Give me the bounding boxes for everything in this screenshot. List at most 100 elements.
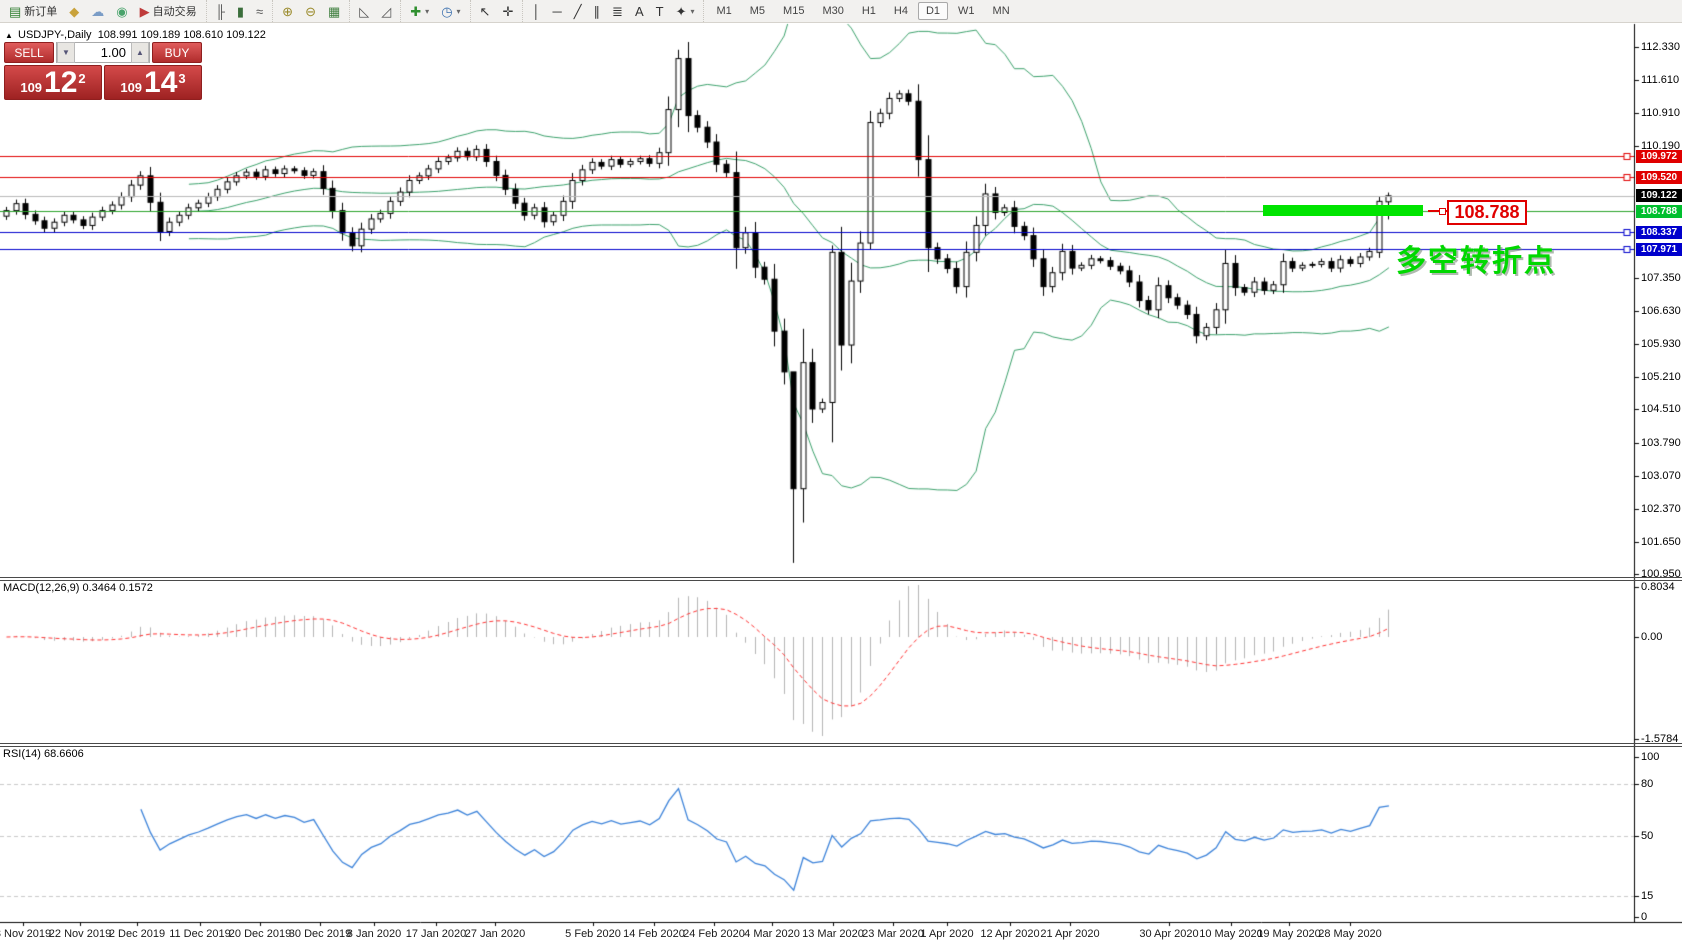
sell-button[interactable]: SELL [4,42,54,63]
price-axis-tick: 101.650 [1641,536,1681,549]
volume-decrease-button[interactable]: ▼ [57,42,75,63]
ohlc-bars-icon: ╟ [215,3,225,19]
add-indicator-button[interactable]: ✚ ▾ [405,3,434,20]
horizontal-line-icon: ─ [552,3,562,19]
channel-button[interactable]: ∥ [589,3,606,20]
chart-profile-icon[interactable]: ◆ [64,3,84,20]
date-axis-label: 20 Dec 2019 [228,928,292,940]
vertical-line-button[interactable]: │ [527,3,545,20]
date-axis-label: 30 Dec 2019 [288,928,352,940]
cursor-button[interactable]: ↖ [475,3,496,20]
timeframe-m1-button[interactable]: M1 [716,5,732,17]
main-toolbar: ▤ 新订单 ◆ ☁ ◉ ▶ 自动交易 ╟ ▮ ≈ ⊕ ⊖ ▦ ◺ ◿ ✚ ▾ ◷ ▾ ↖ ✛ │ ─ ╱ ∥ ≣ A T ✦ ▾ M1 M5 M… [0,0,1682,23]
fibonacci-button[interactable]: ≣ [607,3,628,20]
price-level-badge: 108.788 [1636,204,1682,218]
pane-separator[interactable] [0,577,1682,578]
date-axis-label: 23 Mar 2020 [862,928,924,940]
auto-trading-button[interactable]: ▶ 自动交易 [135,1,202,21]
price-level-badge: 109.520 [1636,170,1682,184]
auto-trading-icon: ▶ [139,3,150,19]
timeframe-m30-button[interactable]: M30 [822,5,844,17]
arrows-button-dropdown-icon[interactable]: ▾ [690,6,695,16]
chart-title: USDJPY-,Daily 108.991 109.189 108.610 10… [18,29,266,41]
rsi-axis-tick: 50 [1641,830,1654,842]
date-axis-label: 8 Jan 2020 [346,928,402,940]
date-axis-label: 10 May 2020 [1199,928,1263,940]
price-axis-tick: 102.370 [1641,502,1681,515]
date-axis-label: 14 Feb 2020 [623,928,685,940]
trendline-icon: ╱ [573,3,582,19]
highlight-rectangle-object[interactable] [1263,205,1423,216]
rsi-axis-tick: 80 [1641,778,1654,790]
new-order-button[interactable]: ▤ 新订单 [4,1,62,21]
signals-icon[interactable]: ◉ [111,3,132,20]
period-presets-button[interactable]: ◷ ▾ [436,3,465,20]
pane-separator[interactable] [0,746,1682,747]
buy-button[interactable]: BUY [152,42,202,63]
arrows-icon: ✦ [675,3,687,19]
indicator-window2-button[interactable]: ◿ [376,3,396,20]
zoom-out-button[interactable]: ⊖ [300,3,321,20]
timeframe-m15-button[interactable]: M15 [783,5,805,17]
add-indicator-button-dropdown-icon[interactable]: ▾ [425,6,430,16]
date-axis-label: 17 Jan 2020 [405,928,467,940]
cursor-icon: ↖ [479,3,491,19]
new-order-button-label: 新订单 [24,6,58,18]
buy-price-point: 3 [178,71,186,86]
tile-windows-button[interactable]: ▦ [323,3,345,20]
pane-separator[interactable] [0,743,1682,744]
line-chart-button[interactable]: ≈ [251,3,268,20]
rsi-axis-tick: 0 [1641,911,1648,923]
date-axis-label: 13 Mar 2020 [802,928,864,940]
data-window-icon[interactable]: ☁ [86,3,109,20]
indicator-window-button[interactable]: ◺ [354,3,374,20]
toolbar-group: ╟ ▮ ≈ [205,0,273,22]
chart-collapse-icon[interactable]: ▲ [5,31,13,40]
timeframe-w1-button[interactable]: W1 [958,5,975,17]
signals-icon-icon: ◉ [116,3,128,19]
ohlc-bars-button[interactable]: ╟ [211,3,230,20]
pane-separator[interactable] [0,580,1682,581]
turning-point-annotation[interactable]: 多空转折点 [1396,245,1556,278]
zoom-in-button[interactable]: ⊕ [277,3,298,20]
new-order-icon: ▤ [9,3,22,19]
period-presets-button-dropdown-icon[interactable]: ▾ [456,6,461,16]
horizontal-line-button[interactable]: ─ [547,3,566,20]
macd-label: MACD(12,26,9) 0.3464 0.1572 [3,582,153,594]
price-axis-tick: 104.510 [1641,403,1681,416]
zoom-in-icon: ⊕ [282,3,294,19]
price-chart-canvas[interactable] [0,23,1682,942]
price-axis-tick: 100.950 [1641,568,1681,581]
line-chart-icon: ≈ [256,3,264,19]
chart-profile-icon-icon: ◆ [69,3,80,19]
candlestick-button[interactable]: ▮ [232,3,249,20]
buy-price-button[interactable]: 109 14 3 [104,65,202,100]
date-axis-label: 4 Mar 2020 [744,928,800,940]
price-axis-tick: 105.930 [1641,337,1681,350]
date-axis-label: 28 May 2020 [1318,928,1382,940]
date-axis-label: 22 Nov 2019 [48,928,112,940]
timeframe-group: M1 M5 M15 M30 H1 H4 D1 W1 MN [703,0,1021,22]
text-icon: A [634,3,644,19]
price-axis-tick: 105.210 [1641,371,1681,383]
trendline-button[interactable]: ╱ [569,3,587,20]
volume-input[interactable]: 1.00 [100,45,126,60]
timeframe-h1-button[interactable]: H1 [861,5,876,17]
timeframe-h4-button[interactable]: H4 [893,5,908,17]
price-callout-label[interactable]: 108.788 [1447,200,1527,225]
crosshair-button[interactable]: ✛ [497,3,518,20]
timeframe-m5-button[interactable]: M5 [749,5,766,17]
data-window-icon-icon: ☁ [91,3,105,19]
arrows-button[interactable]: ✦ ▾ [671,3,700,20]
text-label-button[interactable]: T [651,3,669,20]
sell-price-button[interactable]: 109 12 2 [4,65,102,100]
price-level-badge: 107.971 [1636,242,1682,256]
timeframe-d1-button[interactable]: D1 [917,2,949,20]
timeframe-mn-button[interactable]: MN [992,5,1010,17]
text-button[interactable]: A [630,3,649,20]
volume-increase-button[interactable]: ▲ [131,42,149,63]
vertical-line-icon: │ [532,3,541,19]
add-indicator-icon: ✚ [410,3,422,19]
period-presets-icon: ◷ [441,3,453,19]
date-axis-label: 2 Dec 2019 [108,928,166,940]
